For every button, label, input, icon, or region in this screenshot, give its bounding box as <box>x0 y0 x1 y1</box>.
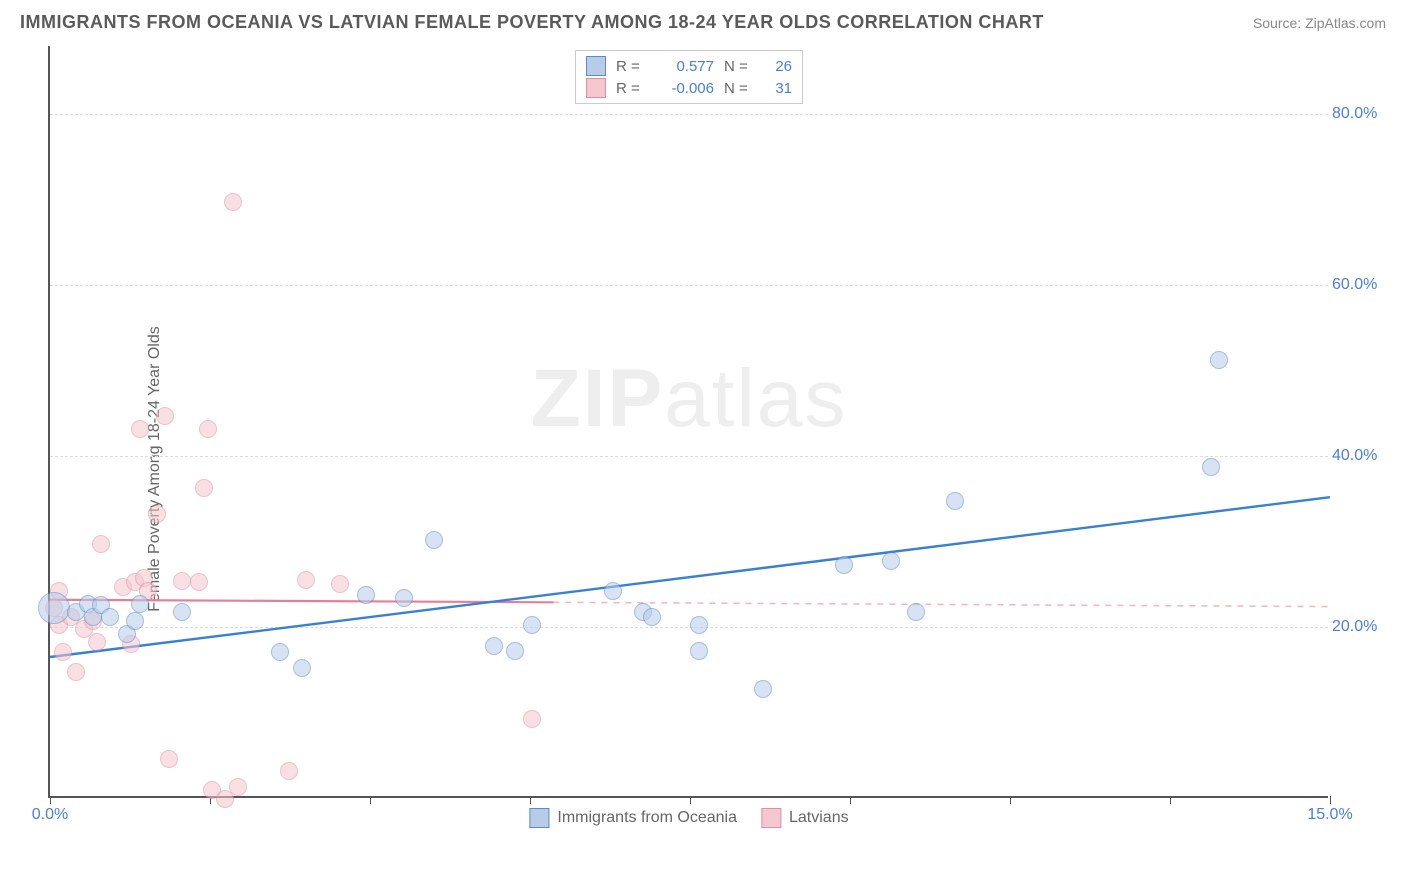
data-point-oceania <box>173 603 191 621</box>
data-point-latvians <box>148 505 166 523</box>
data-point-latvians <box>160 750 178 768</box>
data-point-oceania <box>946 492 964 510</box>
y-tick-label: 80.0% <box>1332 105 1388 123</box>
data-point-latvians <box>190 573 208 591</box>
x-tick-label: 0.0% <box>32 806 68 824</box>
data-point-latvians <box>92 535 110 553</box>
data-point-oceania <box>395 589 413 607</box>
legend-row-oceania: R = 0.577 N = 26 <box>586 55 792 77</box>
source-label: Source: ZipAtlas.com <box>1253 15 1386 31</box>
data-point-oceania <box>907 603 925 621</box>
data-point-oceania <box>754 680 772 698</box>
data-point-oceania <box>1202 458 1220 476</box>
correlation-legend: R = 0.577 N = 26 R = -0.006 N = 31 <box>575 50 803 104</box>
data-point-latvians <box>229 778 247 796</box>
y-tick-label: 60.0% <box>1332 276 1388 294</box>
swatch-latvians <box>586 78 606 98</box>
data-point-oceania <box>485 637 503 655</box>
chart-title: IMMIGRANTS FROM OCEANIA VS LATVIAN FEMAL… <box>20 12 1044 33</box>
data-point-latvians <box>224 193 242 211</box>
data-point-oceania <box>425 531 443 549</box>
data-point-latvians <box>199 420 217 438</box>
legend-item-latvians: Latvians <box>761 808 849 828</box>
r-value-oceania: 0.577 <box>654 58 714 75</box>
data-point-latvians <box>131 420 149 438</box>
n-value-oceania: 26 <box>762 58 792 75</box>
data-point-oceania <box>293 659 311 677</box>
data-point-oceania <box>523 616 541 634</box>
swatch-oceania-icon <box>529 808 549 828</box>
data-point-latvians <box>88 633 106 651</box>
data-point-latvians <box>297 571 315 589</box>
data-point-oceania <box>101 608 119 626</box>
n-value-latvians: 31 <box>762 80 792 97</box>
swatch-oceania <box>586 56 606 76</box>
data-point-latvians <box>54 643 72 661</box>
data-point-oceania <box>506 642 524 660</box>
data-point-latvians <box>156 407 174 425</box>
data-point-oceania <box>1210 351 1228 369</box>
data-point-oceania <box>835 556 853 574</box>
chart-container: Female Poverty Among 18-24 Year Olds ZIP… <box>0 46 1406 892</box>
data-point-oceania <box>357 586 375 604</box>
data-point-oceania <box>690 642 708 660</box>
data-point-oceania <box>131 595 149 613</box>
data-point-latvians <box>195 479 213 497</box>
swatch-latvians-icon <box>761 808 781 828</box>
data-point-latvians <box>280 762 298 780</box>
series-legend: Immigrants from Oceania Latvians <box>529 808 848 828</box>
data-point-oceania <box>604 582 622 600</box>
data-point-oceania <box>643 608 661 626</box>
data-point-oceania <box>271 643 289 661</box>
legend-item-oceania: Immigrants from Oceania <box>529 808 737 828</box>
data-point-latvians <box>67 663 85 681</box>
data-point-oceania <box>126 612 144 630</box>
x-tick <box>1330 796 1331 804</box>
data-point-oceania <box>882 552 900 570</box>
data-point-latvians <box>331 575 349 593</box>
legend-row-latvians: R = -0.006 N = 31 <box>586 77 792 99</box>
plot-area: ZIPatlas R = 0.577 N = 26 R = -0.006 N =… <box>48 46 1328 798</box>
data-point-oceania <box>38 592 70 624</box>
data-point-oceania <box>690 616 708 634</box>
data-point-latvians <box>523 710 541 728</box>
y-tick-label: 40.0% <box>1332 447 1388 465</box>
trendlines <box>50 46 1330 798</box>
data-point-latvians <box>173 572 191 590</box>
x-tick-label: 15.0% <box>1307 806 1352 824</box>
r-value-latvians: -0.006 <box>654 80 714 97</box>
y-tick-label: 20.0% <box>1332 618 1388 636</box>
